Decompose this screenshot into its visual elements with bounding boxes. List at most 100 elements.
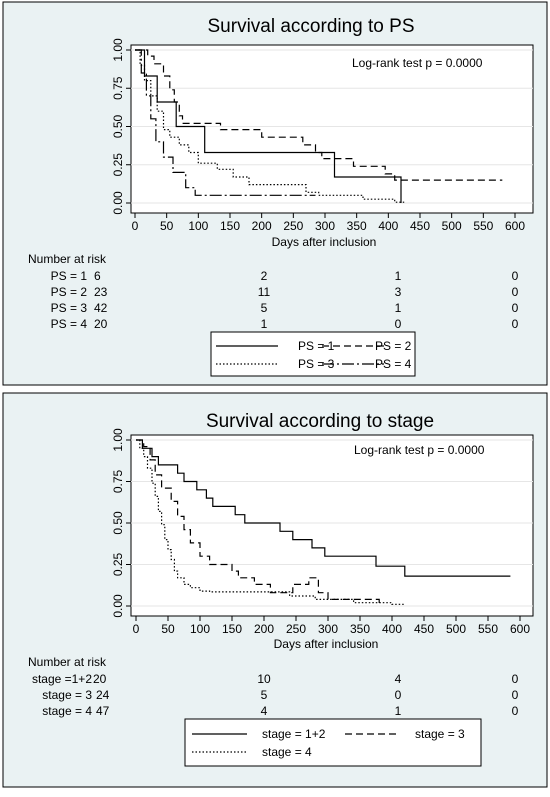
x-tick-label: 600	[505, 219, 525, 233]
legend-label: PS = 1	[298, 339, 335, 353]
x-tick-label: 200	[254, 622, 274, 636]
risk-cell: 11	[258, 285, 271, 299]
y-tick-label: 1.00	[111, 428, 125, 452]
risk-cell: 0	[512, 301, 519, 315]
x-tick-label: 550	[478, 622, 498, 636]
x-tick-label: 250	[286, 622, 306, 636]
panel-2-plot-area	[130, 434, 534, 617]
risk-cell: 6	[94, 269, 101, 283]
x-tick-label: 500	[446, 622, 466, 636]
x-tick-label: 50	[161, 622, 175, 636]
series-line-1-3	[135, 49, 405, 203]
x-tick-label: 350	[350, 622, 370, 636]
risk-cell: 1	[395, 704, 402, 718]
risk-row-label: PS = 1	[51, 269, 88, 283]
panel-2-title: Survival according to stage	[206, 411, 434, 432]
legend-label: PS = 4	[375, 357, 412, 371]
risk-cell: 24	[96, 688, 110, 702]
y-tick-label: 0.75	[111, 469, 125, 493]
x-tick-label: 300	[315, 219, 335, 233]
x-tick-label: 400	[378, 219, 398, 233]
risk-cell: 0	[512, 269, 519, 283]
x-tick-label: 100	[190, 622, 210, 636]
risk-cell: 5	[261, 301, 268, 315]
risk-cell: 4	[261, 704, 268, 718]
risk-cell: 1	[261, 317, 268, 331]
x-tick-label: 150	[220, 219, 240, 233]
risk-cell: 0	[512, 688, 519, 702]
risk-cell: 20	[93, 672, 107, 686]
y-tick-label: 0.75	[111, 76, 125, 100]
legend-label: stage = 3	[415, 727, 465, 741]
panel-2-risk-table: stage =1+2 20 10 4 0 stage = 3 24 5 0 0 …	[32, 672, 519, 718]
risk-cell: 10	[257, 672, 271, 686]
x-tick-label: 450	[410, 219, 430, 233]
panel-1-legend	[210, 331, 416, 377]
risk-cell: 42	[94, 301, 108, 315]
y-tick-label: 0.00	[111, 594, 125, 618]
y-tick-label: 0.25	[111, 153, 125, 177]
risk-cell: 0	[512, 672, 519, 686]
risk-cell: 5	[261, 688, 268, 702]
x-tick-label: 500	[442, 219, 462, 233]
risk-row-label: PS = 4	[51, 317, 88, 331]
x-tick-label: 300	[318, 622, 338, 636]
risk-cell: 4	[395, 672, 402, 686]
risk-cell: 0	[512, 704, 519, 718]
risk-cell: 0	[395, 317, 402, 331]
risk-cell: 0	[512, 317, 519, 331]
panel-1-logrank-annotation: Log-rank test p = 0.0000	[352, 56, 483, 70]
x-tick-label: 0	[132, 219, 139, 233]
y-tick-label: 0.25	[111, 552, 125, 576]
x-tick-label: 100	[188, 219, 208, 233]
risk-row-label: stage =1+2	[32, 672, 92, 686]
x-tick-label: 150	[222, 622, 242, 636]
risk-cell: 0	[395, 688, 402, 702]
legend-label: PS = 3	[298, 357, 335, 371]
risk-cell: 20	[94, 317, 108, 331]
y-tick-label: 0.00	[111, 191, 125, 215]
series-line-1-2	[135, 49, 503, 181]
panel-1-risk-table: PS = 1 6 2 1 0 PS = 2 23 11 3 0 PS = 3 4…	[51, 269, 519, 331]
risk-row-label: PS = 3	[51, 301, 88, 315]
legend-label: PS = 2	[375, 339, 412, 353]
x-tick-label: 200	[252, 219, 272, 233]
series-line-2-1	[136, 439, 511, 577]
panel-2-logrank-annotation: Log-rank test p = 0.0000	[354, 443, 485, 457]
x-tick-label: 350	[347, 219, 367, 233]
panel-2-risk-title: Number at risk	[28, 655, 107, 669]
panel-2-x-axis-label: Days after inclusion	[274, 637, 379, 651]
risk-cell: 1	[395, 269, 402, 283]
x-tick-label: 550	[473, 219, 493, 233]
panel-1-risk-title: Number at risk	[28, 252, 107, 266]
y-tick-label: 1.00	[111, 38, 125, 62]
risk-cell: 2	[261, 269, 268, 283]
risk-row-label: PS = 2	[51, 285, 88, 299]
x-tick-label: 0	[133, 622, 140, 636]
x-tick-label: 250	[283, 219, 303, 233]
risk-cell: 0	[512, 285, 519, 299]
x-tick-label: 600	[510, 622, 530, 636]
x-tick-label: 50	[160, 219, 174, 233]
series-line-1-4	[135, 49, 316, 196]
risk-cell: 47	[96, 704, 110, 718]
risk-cell: 23	[94, 285, 108, 299]
x-tick-label: 400	[382, 622, 402, 636]
legend-label: stage = 1+2	[262, 727, 326, 741]
risk-row-label: stage = 4	[42, 704, 92, 718]
panel-2-legend	[184, 718, 482, 767]
y-tick-label: 0.50	[111, 114, 125, 138]
series-line-2-2	[136, 439, 380, 606]
y-tick-label: 0.50	[111, 511, 125, 535]
series-line-2-3	[136, 439, 405, 605]
panel-1-title: Survival according to PS	[208, 16, 415, 37]
risk-cell: 3	[395, 285, 402, 299]
panel-1-x-axis-label: Days after inclusion	[272, 235, 377, 249]
panel-1-plot-area	[130, 44, 534, 214]
risk-cell: 1	[395, 301, 402, 315]
legend-label: stage = 4	[262, 745, 312, 759]
x-tick-label: 450	[414, 622, 434, 636]
risk-row-label: stage = 3	[42, 688, 92, 702]
